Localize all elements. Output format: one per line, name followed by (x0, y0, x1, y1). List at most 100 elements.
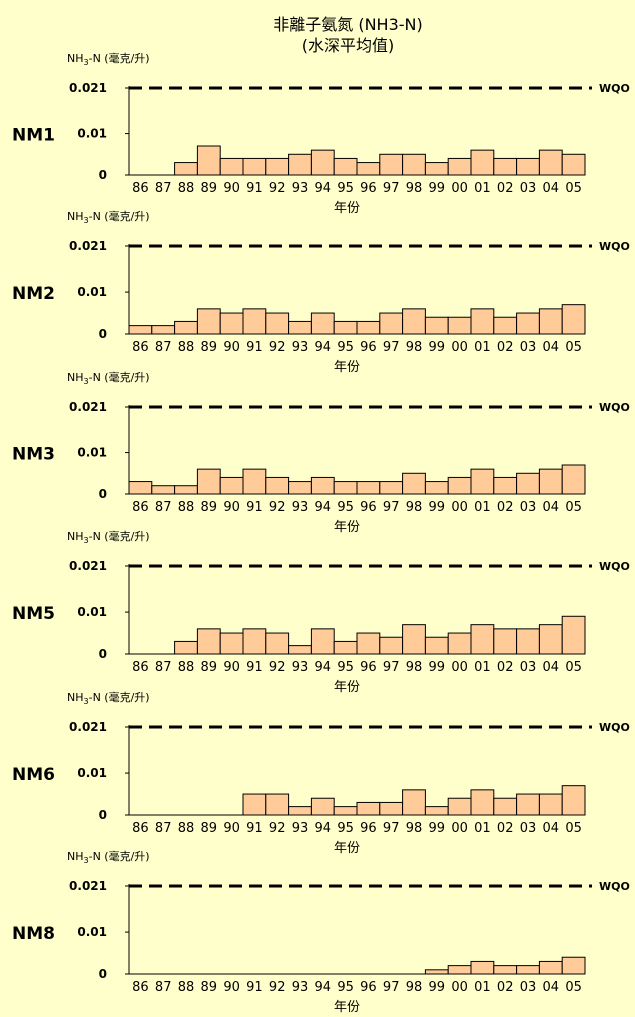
panel-nm8: NH3-N (毫克/升) NM8 0 0.01 0.021 WQO 86 87 88 89 90 91… (12, 849, 630, 1015)
x-tick-label: 94 (315, 181, 332, 196)
x-tick-label: 93 (292, 821, 309, 836)
bar-nm1-90 (219, 157, 244, 176)
x-tick-label: 95 (337, 660, 354, 675)
bar-nm6-97 (379, 801, 404, 816)
bar-nm2-01 (470, 308, 495, 335)
bar-nm6-95 (333, 806, 358, 816)
x-tick-label: 96 (360, 660, 377, 675)
y-axis-label: NH3-N (毫克/升) (67, 529, 150, 545)
bar-nm2-95 (333, 320, 358, 335)
bar-nm6-92 (265, 793, 290, 816)
y-tick-label: 0.021 (69, 720, 107, 734)
bar-nm1-01 (470, 149, 495, 176)
x-tick-label: 88 (178, 181, 195, 196)
wqo-label: WQO (599, 82, 630, 95)
bar-nm3-98 (402, 472, 426, 495)
bar-nm1-95 (333, 157, 358, 176)
bar-nm2-92 (265, 312, 290, 335)
x-tick-label: 93 (292, 340, 309, 355)
bar-nm1-89 (196, 145, 221, 176)
x-tick-label: 86 (132, 821, 149, 836)
y-axis-label: NH3-N (毫克/升) (67, 690, 150, 706)
bar-nm1-88 (174, 162, 198, 176)
bar-nm2-87 (151, 325, 176, 335)
y-tick-label: 0.01 (77, 605, 107, 619)
x-tick-label: 99 (429, 181, 446, 196)
x-tick-label: 98 (406, 181, 423, 196)
x-tick-label: 95 (337, 821, 354, 836)
x-tick-label: 02 (497, 821, 514, 836)
bar-nm6-01 (470, 789, 495, 816)
x-tick-label: 01 (474, 980, 491, 995)
bar-nm3-97 (379, 481, 404, 495)
bar-nm2-96 (356, 320, 381, 335)
site-label: NM1 (12, 126, 55, 146)
bar-nm6-93 (288, 806, 312, 816)
bar-nm1-02 (493, 157, 518, 176)
site-label: NM3 (12, 445, 55, 465)
y-axis-label: NH3-N (毫克/升) (67, 849, 150, 865)
y-axis-label: NH3-N (毫克/升) (67, 209, 150, 225)
bar-nm1-00 (447, 157, 472, 176)
x-tick-label: 89 (201, 500, 218, 515)
x-tick-label: 86 (132, 660, 149, 675)
x-tick-label: 93 (292, 980, 309, 995)
bar-nm2-94 (310, 312, 335, 335)
x-tick-label: 03 (520, 500, 537, 515)
x-tick-label: 99 (429, 340, 446, 355)
x-tick-label: 88 (178, 980, 195, 995)
bar-nm3-94 (310, 476, 335, 495)
bar-nm8-00 (447, 965, 472, 975)
x-tick-label: 90 (223, 340, 240, 355)
bar-nm3-99 (424, 481, 449, 495)
bar-nm3-90 (219, 476, 244, 495)
bar-nm8-02 (493, 965, 518, 975)
x-tick-label: 90 (223, 660, 240, 675)
x-tick-label: 01 (474, 500, 491, 515)
x-axis-label: 年份 (334, 841, 360, 856)
wqo-label: WQO (599, 560, 630, 573)
y-tick-label: 0 (99, 487, 107, 501)
bar-nm6-04 (538, 793, 563, 816)
bar-nm1-97 (379, 153, 404, 176)
x-tick-label: 98 (406, 821, 423, 836)
x-tick-label: 87 (155, 181, 172, 196)
x-tick-label: 97 (383, 340, 400, 355)
y-tick-label: 0.021 (69, 879, 107, 893)
bar-nm5-89 (196, 628, 221, 655)
x-tick-label: 05 (565, 181, 582, 196)
panel-nm1: NH3-N (毫克/升) NM1 0 0.01 0.021 WQO 86 87 88 89 90 91… (12, 51, 630, 216)
x-tick-label: 00 (451, 980, 468, 995)
bar-nm2-88 (174, 320, 198, 335)
x-tick-label: 04 (543, 660, 560, 675)
x-tick-label: 95 (337, 500, 354, 515)
x-tick-label: 90 (223, 821, 240, 836)
x-tick-label: 89 (201, 660, 218, 675)
panel-nm2: NH3-N (毫克/升) NM2 0 0.01 0.021 WQO 86 87 88 89 90 91… (12, 209, 630, 375)
x-tick-label: 94 (315, 980, 332, 995)
bar-nm6-96 (356, 801, 381, 816)
x-tick-label: 89 (201, 980, 218, 995)
x-tick-label: 86 (132, 500, 149, 515)
bar-nm5-01 (470, 624, 495, 655)
bar-nm2-91 (242, 308, 267, 335)
x-tick-label: 97 (383, 660, 400, 675)
panel-nm6: NH3-N (毫克/升) NM6 0 0.01 0.021 WQO 86 87 88 89 90 91… (12, 690, 630, 856)
x-tick-label: 89 (201, 181, 218, 196)
bar-nm3-96 (356, 481, 381, 495)
y-tick-label: 0 (99, 168, 107, 182)
bar-nm3-91 (242, 468, 267, 495)
x-tick-label: 89 (201, 821, 218, 836)
x-tick-label: 89 (201, 340, 218, 355)
x-tick-label: 94 (315, 340, 332, 355)
bar-nm3-89 (196, 468, 221, 495)
x-tick-label: 02 (497, 980, 514, 995)
x-tick-label: 93 (292, 660, 309, 675)
x-tick-label: 92 (269, 821, 286, 836)
x-tick-label: 88 (178, 660, 195, 675)
x-tick-label: 87 (155, 660, 172, 675)
x-tick-label: 90 (223, 181, 240, 196)
y-axis-label: NH3-N (毫克/升) (67, 51, 150, 67)
x-tick-label: 95 (337, 980, 354, 995)
y-tick-label: 0.021 (69, 400, 107, 414)
